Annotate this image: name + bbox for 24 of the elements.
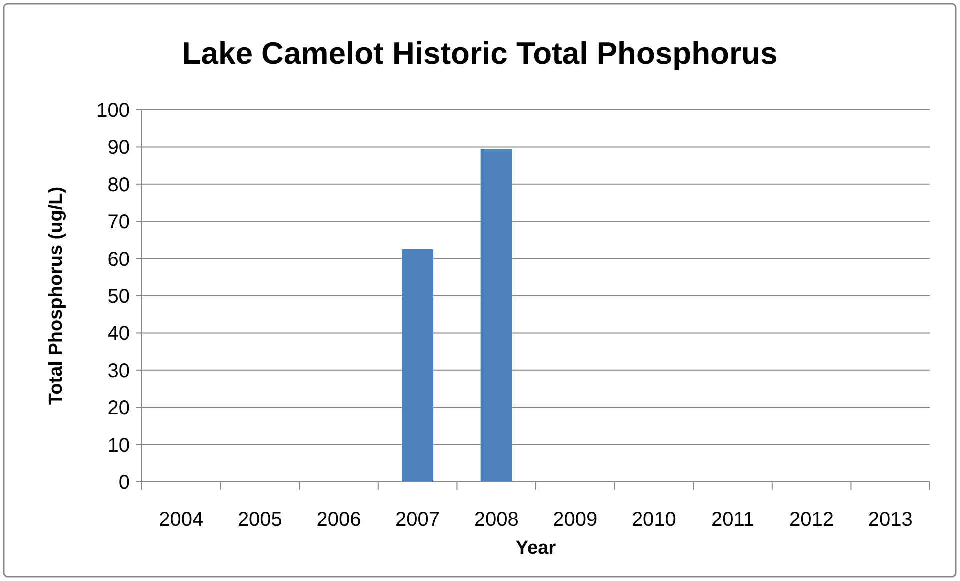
y-tick-label: 30 <box>108 360 130 382</box>
x-tick-label: 2013 <box>868 509 913 531</box>
chart-title: Lake Camelot Historic Total Phosphorus <box>182 36 778 71</box>
x-tick-label: 2005 <box>238 509 282 531</box>
y-tick-label: 10 <box>108 434 130 457</box>
y-axis-title: Total Phosphorus (ug/L) <box>46 186 67 406</box>
x-axis-title: Year <box>516 538 557 559</box>
x-tick-label: 2012 <box>790 509 834 531</box>
x-tick-label: 2007 <box>396 509 440 531</box>
y-tick-label: 90 <box>108 137 130 160</box>
x-tick-label: 2008 <box>474 509 519 531</box>
y-tick-label: 60 <box>108 248 130 271</box>
x-tick-label: 2009 <box>553 509 598 531</box>
x-tick-label: 2006 <box>316 509 362 531</box>
x-tick-label: 2010 <box>632 509 676 531</box>
y-tick-label: 20 <box>108 398 130 420</box>
x-tick-label: 2004 <box>159 509 204 531</box>
y-tick-label: 40 <box>108 323 130 346</box>
y-tick-label: 70 <box>108 212 130 234</box>
y-tick-label: 100 <box>96 100 130 122</box>
y-tick-label: 0 <box>118 472 130 494</box>
y-tick-label: 80 <box>108 174 130 196</box>
x-tick-label: 2011 <box>711 509 755 531</box>
y-tick-label: 50 <box>108 286 130 308</box>
